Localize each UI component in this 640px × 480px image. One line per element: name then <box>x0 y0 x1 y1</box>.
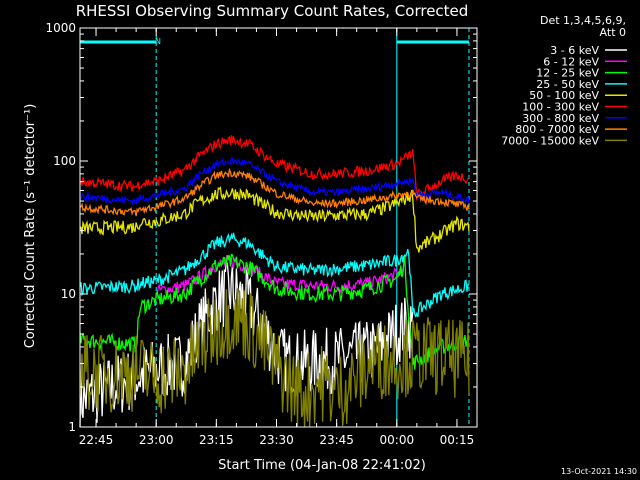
series-line-4 <box>79 186 470 253</box>
series-line-2 <box>79 253 470 370</box>
x-tick-label: 22:45 <box>79 433 114 447</box>
legend-header-line: Att 0 <box>600 26 626 39</box>
series-line-5 <box>79 135 470 201</box>
x-axis-label: Start Time (04-Jan-08 22:41:02) <box>218 458 426 473</box>
legend-label: 6 - 12 keV <box>543 55 599 68</box>
legend-label: 12 - 25 keV <box>536 67 599 80</box>
series-line-7 <box>79 167 470 217</box>
y-tick-label: 1000 <box>45 21 76 35</box>
series-line-3 <box>79 232 470 318</box>
legend-label: 300 - 800 keV <box>522 112 599 125</box>
x-tick-label: 23:30 <box>259 433 294 447</box>
x-tick-label: 00:15 <box>440 433 475 447</box>
legend-label: 25 - 50 keV <box>536 78 599 91</box>
legend-header-line: Det 1,3,4,5,6,9, <box>540 14 626 27</box>
night-marker-label: N <box>155 37 161 46</box>
x-tick-label: 23:00 <box>139 433 174 447</box>
footer-timestamp: 13-Oct-2021 14:30 <box>561 467 637 476</box>
legend-label: 7000 - 15000 keV <box>501 134 599 147</box>
x-tick-label: 23:15 <box>199 433 234 447</box>
series-layer <box>79 135 470 428</box>
legend-label: 800 - 7000 keV <box>515 123 599 136</box>
series-line-8 <box>79 288 470 428</box>
plot-frame <box>79 27 478 428</box>
y-axis-label: Corrected Count Rate (s⁻¹ detector⁻¹) <box>23 104 38 349</box>
legend-label: 3 - 6 keV <box>550 44 599 57</box>
axis-layer: 1 10 100 1000 22:45 23:00 23:15 23:30 23:45 00:00… <box>45 21 478 447</box>
legend-label: 100 - 300 keV <box>522 101 599 114</box>
legend-label: 50 - 100 keV <box>529 89 599 102</box>
x-tick-label: 00:00 <box>380 433 415 447</box>
y-tick-label: 100 <box>53 154 76 168</box>
chart-title: RHESSI Observing Summary Count Rates, Co… <box>76 2 469 20</box>
series-line-6 <box>80 157 470 205</box>
x-tick-label: 23:45 <box>319 433 354 447</box>
y-tick-label: 1 <box>68 420 76 434</box>
y-tick-label: 10 <box>61 287 76 301</box>
